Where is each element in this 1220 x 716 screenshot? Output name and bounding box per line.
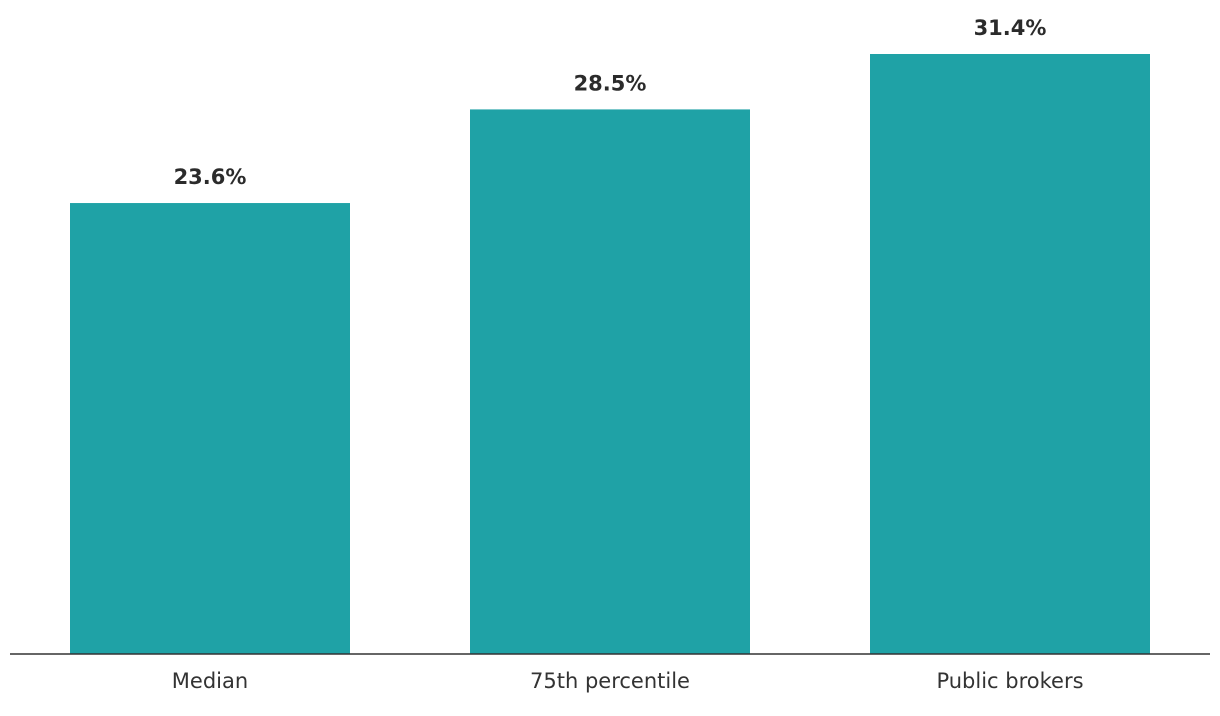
value-label: 31.4%	[974, 16, 1047, 40]
value-label: 23.6%	[174, 165, 247, 189]
value-label: 28.5%	[574, 71, 647, 95]
bar	[470, 109, 750, 655]
x-tick-label: 75th percentile	[530, 669, 690, 693]
x-tick-label: Public brokers	[936, 669, 1083, 693]
x-tick-label: Median	[172, 669, 248, 693]
bar	[870, 54, 1150, 654]
bar	[70, 203, 350, 654]
